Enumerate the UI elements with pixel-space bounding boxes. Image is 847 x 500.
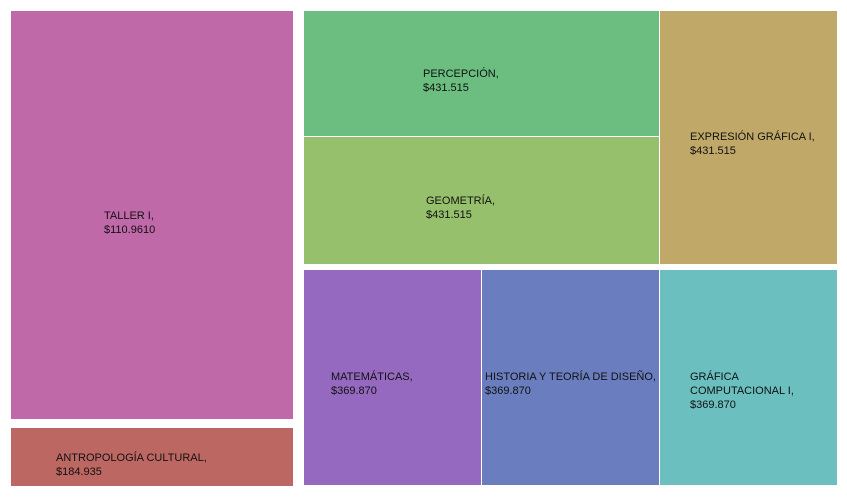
tile-label: TALLER I,: [104, 210, 154, 222]
tile-antropologia-cultural[interactable]: ANTROPOLOGÍA CULTURAL, $184.935: [11, 428, 293, 486]
tile-label: ANTROPOLOGÍA CULTURAL,: [56, 452, 207, 464]
tile-expresion-grafica-i[interactable]: EXPRESIÓN GRÁFICA I, $431.515: [660, 11, 837, 264]
tile-label: GRÁFICA COMPUTACIONAL I,: [690, 371, 794, 397]
tile-label: GEOMETRÍA,: [426, 195, 496, 207]
tile-historia-y-teoria-de-diseno[interactable]: HISTORIA Y TEORÍA DE DISEÑO, $369.870: [482, 270, 659, 485]
tile-geometria[interactable]: GEOMETRÍA, $431.515: [304, 137, 659, 264]
tile-label-group: EXPRESIÓN GRÁFICA I, $431.515: [690, 130, 835, 158]
tile-label-group: GRÁFICA COMPUTACIONAL I, $369.870: [690, 370, 830, 412]
tile-label-group: ANTROPOLOGÍA CULTURAL, $184.935: [56, 451, 286, 479]
tile-label: HISTORIA Y TEORÍA DE DISEÑO,: [485, 371, 656, 383]
tile-value: $431.515: [690, 145, 736, 157]
tile-grafica-computacional-i[interactable]: GRÁFICA COMPUTACIONAL I, $369.870: [660, 270, 837, 485]
tile-value: $110.9610: [104, 224, 156, 236]
tile-label: EXPRESIÓN GRÁFICA I,: [690, 131, 815, 143]
tile-matematicas[interactable]: MATEMÁTICAS, $369.870: [304, 270, 481, 485]
tile-label: PERCEPCIÓN,: [423, 68, 499, 80]
tile-taller-i[interactable]: TALLER I, $110.9610: [11, 11, 293, 419]
tile-percepcion[interactable]: PERCEPCIÓN, $431.515: [304, 11, 659, 136]
tile-value: $369.870: [690, 399, 736, 411]
tile-label-group: PERCEPCIÓN, $431.515: [423, 67, 643, 95]
tile-value: $369.870: [331, 385, 377, 397]
tile-value: $184.935: [56, 466, 102, 478]
tile-value: $431.515: [426, 209, 472, 221]
tile-value: $431.515: [423, 82, 469, 94]
tile-label-group: MATEMÁTICAS, $369.870: [331, 370, 479, 398]
tile-label-group: HISTORIA Y TEORÍA DE DISEÑO, $369.870: [485, 370, 659, 398]
tile-label-group: TALLER I, $110.9610: [104, 209, 284, 237]
tile-value: $369.870: [485, 385, 531, 397]
tile-label-group: GEOMETRÍA, $431.515: [426, 194, 646, 222]
tile-label: MATEMÁTICAS,: [331, 371, 413, 383]
